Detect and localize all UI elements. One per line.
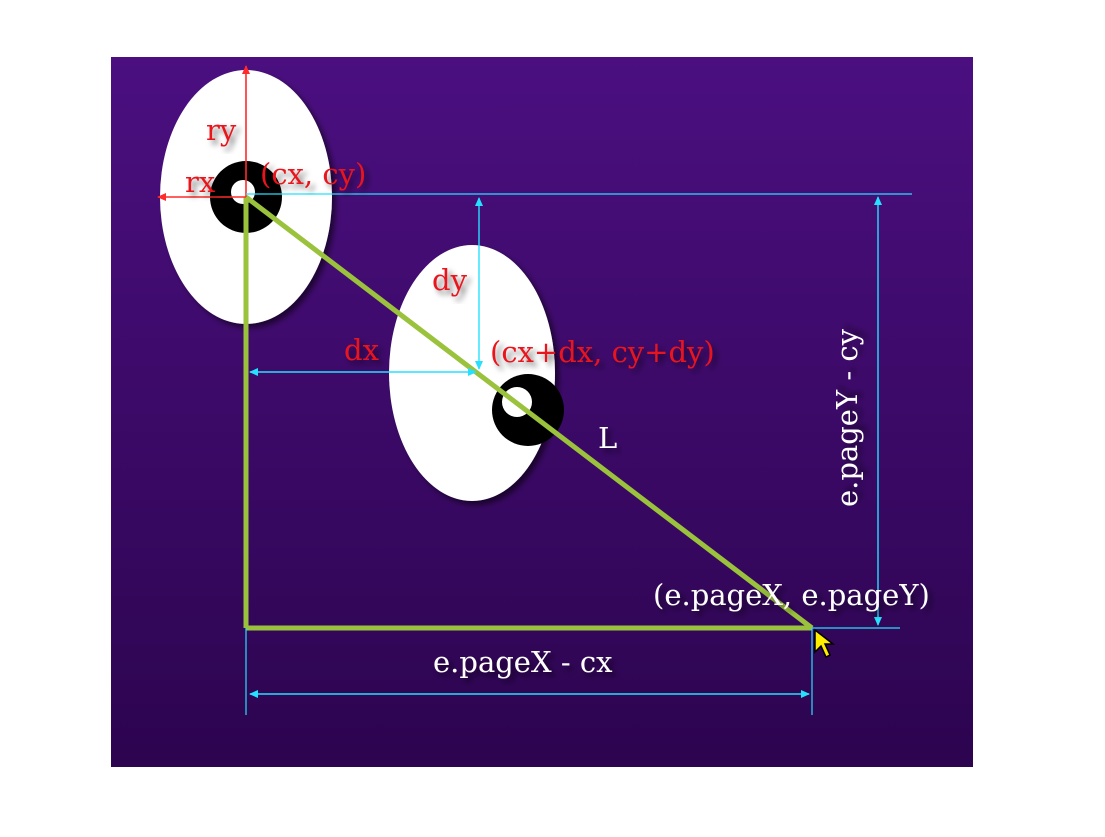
dy-label: dy (432, 263, 468, 297)
L-label: L (598, 421, 617, 455)
offset-center-label: (cx+dx, cy+dy) (490, 335, 715, 369)
vertical-span-label: e.pageY - cy (830, 328, 864, 507)
ry-label: ry (206, 113, 237, 147)
mouse-position-label: (e.pageX, e.pageY) (653, 578, 930, 612)
rx-label: rx (185, 165, 215, 199)
horizontal-span-label: e.pageX - cx (433, 645, 612, 679)
mouse-pointer-icon (814, 628, 836, 659)
center-label: (cx, cy) (260, 157, 366, 191)
right-eye-white (389, 245, 555, 501)
triangle-hypotenuse-L (244, 195, 814, 630)
dx-label: dx (344, 333, 379, 367)
